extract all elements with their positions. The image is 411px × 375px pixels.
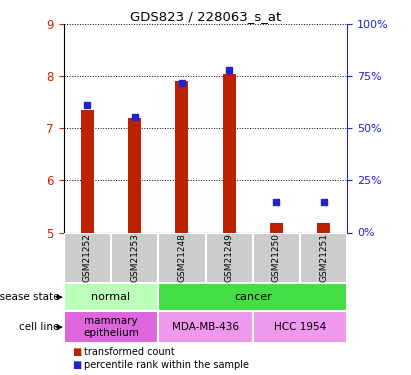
Bar [64, 232, 111, 283]
Text: cancer: cancer [234, 292, 272, 302]
Text: GSM21253: GSM21253 [130, 233, 139, 282]
Bar [128, 118, 141, 232]
Bar [270, 223, 283, 232]
Text: GSM21250: GSM21250 [272, 233, 281, 282]
Text: GSM21252: GSM21252 [83, 233, 92, 282]
Text: GSM21251: GSM21251 [319, 233, 328, 282]
Text: HCC 1954: HCC 1954 [274, 322, 326, 332]
Text: cell line: cell line [19, 322, 60, 332]
Bar [222, 74, 236, 232]
Text: mammary
epithelium: mammary epithelium [83, 316, 139, 338]
Text: percentile rank within the sample: percentile rank within the sample [84, 360, 249, 370]
Bar [175, 81, 189, 232]
Bar [158, 311, 253, 343]
Bar [64, 283, 158, 311]
Title: GDS823 / 228063_s_at: GDS823 / 228063_s_at [130, 10, 281, 23]
Bar [158, 283, 347, 311]
Text: transformed count: transformed count [84, 347, 175, 357]
Text: MDA-MB-436: MDA-MB-436 [172, 322, 239, 332]
Text: ■: ■ [72, 360, 81, 370]
Bar [81, 110, 94, 232]
Bar [253, 311, 347, 343]
Text: GSM21248: GSM21248 [178, 233, 186, 282]
Text: GSM21249: GSM21249 [225, 233, 233, 282]
Bar [317, 223, 330, 232]
Text: ■: ■ [72, 347, 81, 357]
Bar [206, 232, 253, 283]
Text: normal: normal [91, 292, 131, 302]
Bar [253, 232, 300, 283]
Bar [64, 311, 158, 343]
Bar [111, 232, 158, 283]
Bar [158, 232, 206, 283]
Text: disease state: disease state [0, 292, 60, 302]
Bar [300, 232, 347, 283]
